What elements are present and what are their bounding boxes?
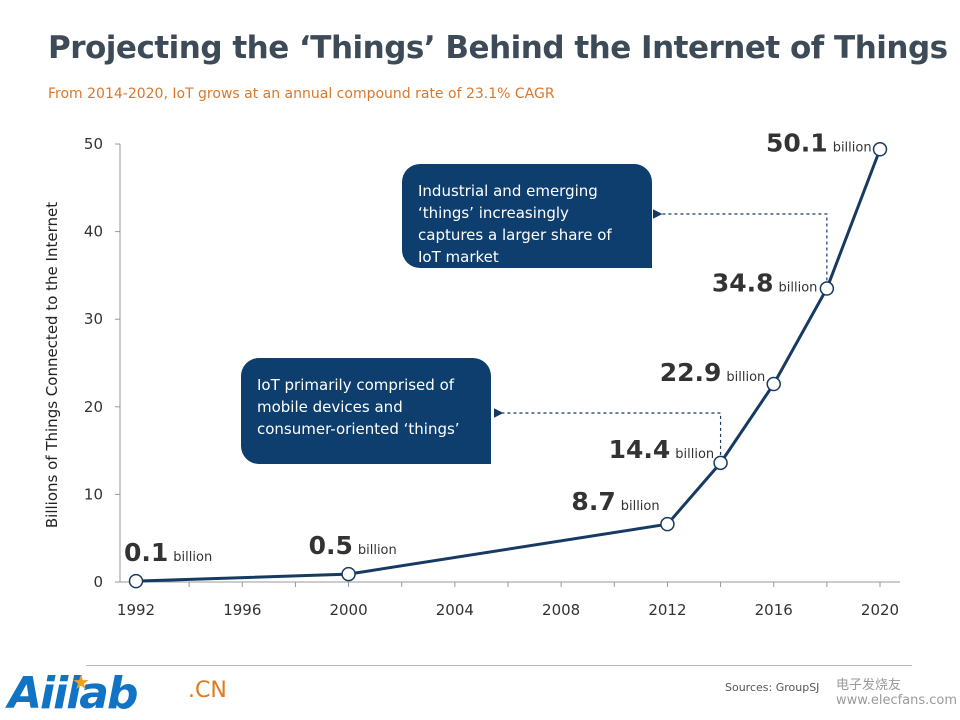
footer-divider (86, 665, 912, 666)
data-label-value: 14.4 (609, 435, 671, 464)
data-label-unit: billion (726, 370, 765, 385)
x-tick-label: 2004 (436, 601, 474, 619)
y-tick-label: 40 (84, 223, 103, 241)
sources-note: Sources: GroupSJ (725, 681, 820, 694)
data-point (713, 455, 728, 471)
data-label-unit: billion (621, 499, 660, 514)
data-label: 22.9 billion (660, 358, 766, 387)
logo-star-icon: ★ (72, 670, 90, 694)
data-label: 8.7 billion (571, 487, 659, 516)
data-label-value: 50.1 (766, 128, 828, 157)
data-point (128, 573, 144, 589)
x-tick-label: 1992 (117, 601, 155, 619)
x-tick-label: 1996 (223, 601, 261, 619)
data-label: 0.1 billion (124, 538, 212, 567)
x-tick-label: 2000 (329, 601, 367, 619)
data-point (341, 566, 356, 582)
data-label-value: 0.5 (309, 531, 353, 560)
data-label: 0.5 billion (309, 531, 397, 560)
data-label-value: 22.9 (660, 358, 722, 387)
x-tick-label: 2008 (542, 601, 580, 619)
aiilab-logo: Aiilab ★ .CN (8, 668, 227, 719)
y-tick-label: 50 (84, 135, 103, 153)
callout-industrial: Industrial and emerging ‘things’ increas… (402, 164, 652, 268)
data-label-unit: billion (833, 140, 872, 155)
upper-callout-leader (652, 209, 828, 281)
y-tick-label: 0 (93, 573, 103, 591)
callout-consumer: IoT primarily comprised of mobile device… (241, 358, 491, 464)
y-tick-label: 20 (84, 398, 103, 416)
data-label-unit: billion (358, 543, 397, 558)
logo-suffix: .CN (188, 678, 227, 703)
x-tick-label: 2012 (648, 601, 686, 619)
data-label-value: 0.1 (124, 538, 168, 567)
x-tick-label: 2016 (755, 601, 793, 619)
page-title: Projecting the ‘Things’ Behind the Inter… (48, 30, 948, 66)
page-subtitle: From 2014-2020, IoT grows at an annual c… (48, 86, 555, 102)
data-point (660, 516, 675, 532)
lower-callout-leader (493, 408, 722, 455)
data-label-unit: billion (675, 447, 714, 462)
y-tick-label: 10 (84, 485, 103, 503)
x-tick-label: 2020 (861, 601, 899, 619)
watermark: 电子发烧友 www.elecfans.com (836, 678, 958, 708)
data-point (872, 142, 888, 157)
data-label-value: 8.7 (571, 487, 615, 516)
y-tick-label: 30 (84, 310, 103, 328)
data-label-unit: billion (779, 281, 818, 296)
data-label-value: 34.8 (712, 269, 774, 298)
data-point (766, 376, 781, 392)
data-label: 14.4 billion (609, 435, 715, 464)
y-axis-label: Billions of Things Connected to the Inte… (43, 201, 61, 529)
data-label: 34.8 billion (712, 269, 818, 298)
data-label-unit: billion (173, 550, 212, 565)
data-label: 50.1 billion (766, 128, 872, 157)
logo-text: Aiilab (8, 668, 138, 719)
data-point (819, 281, 835, 296)
